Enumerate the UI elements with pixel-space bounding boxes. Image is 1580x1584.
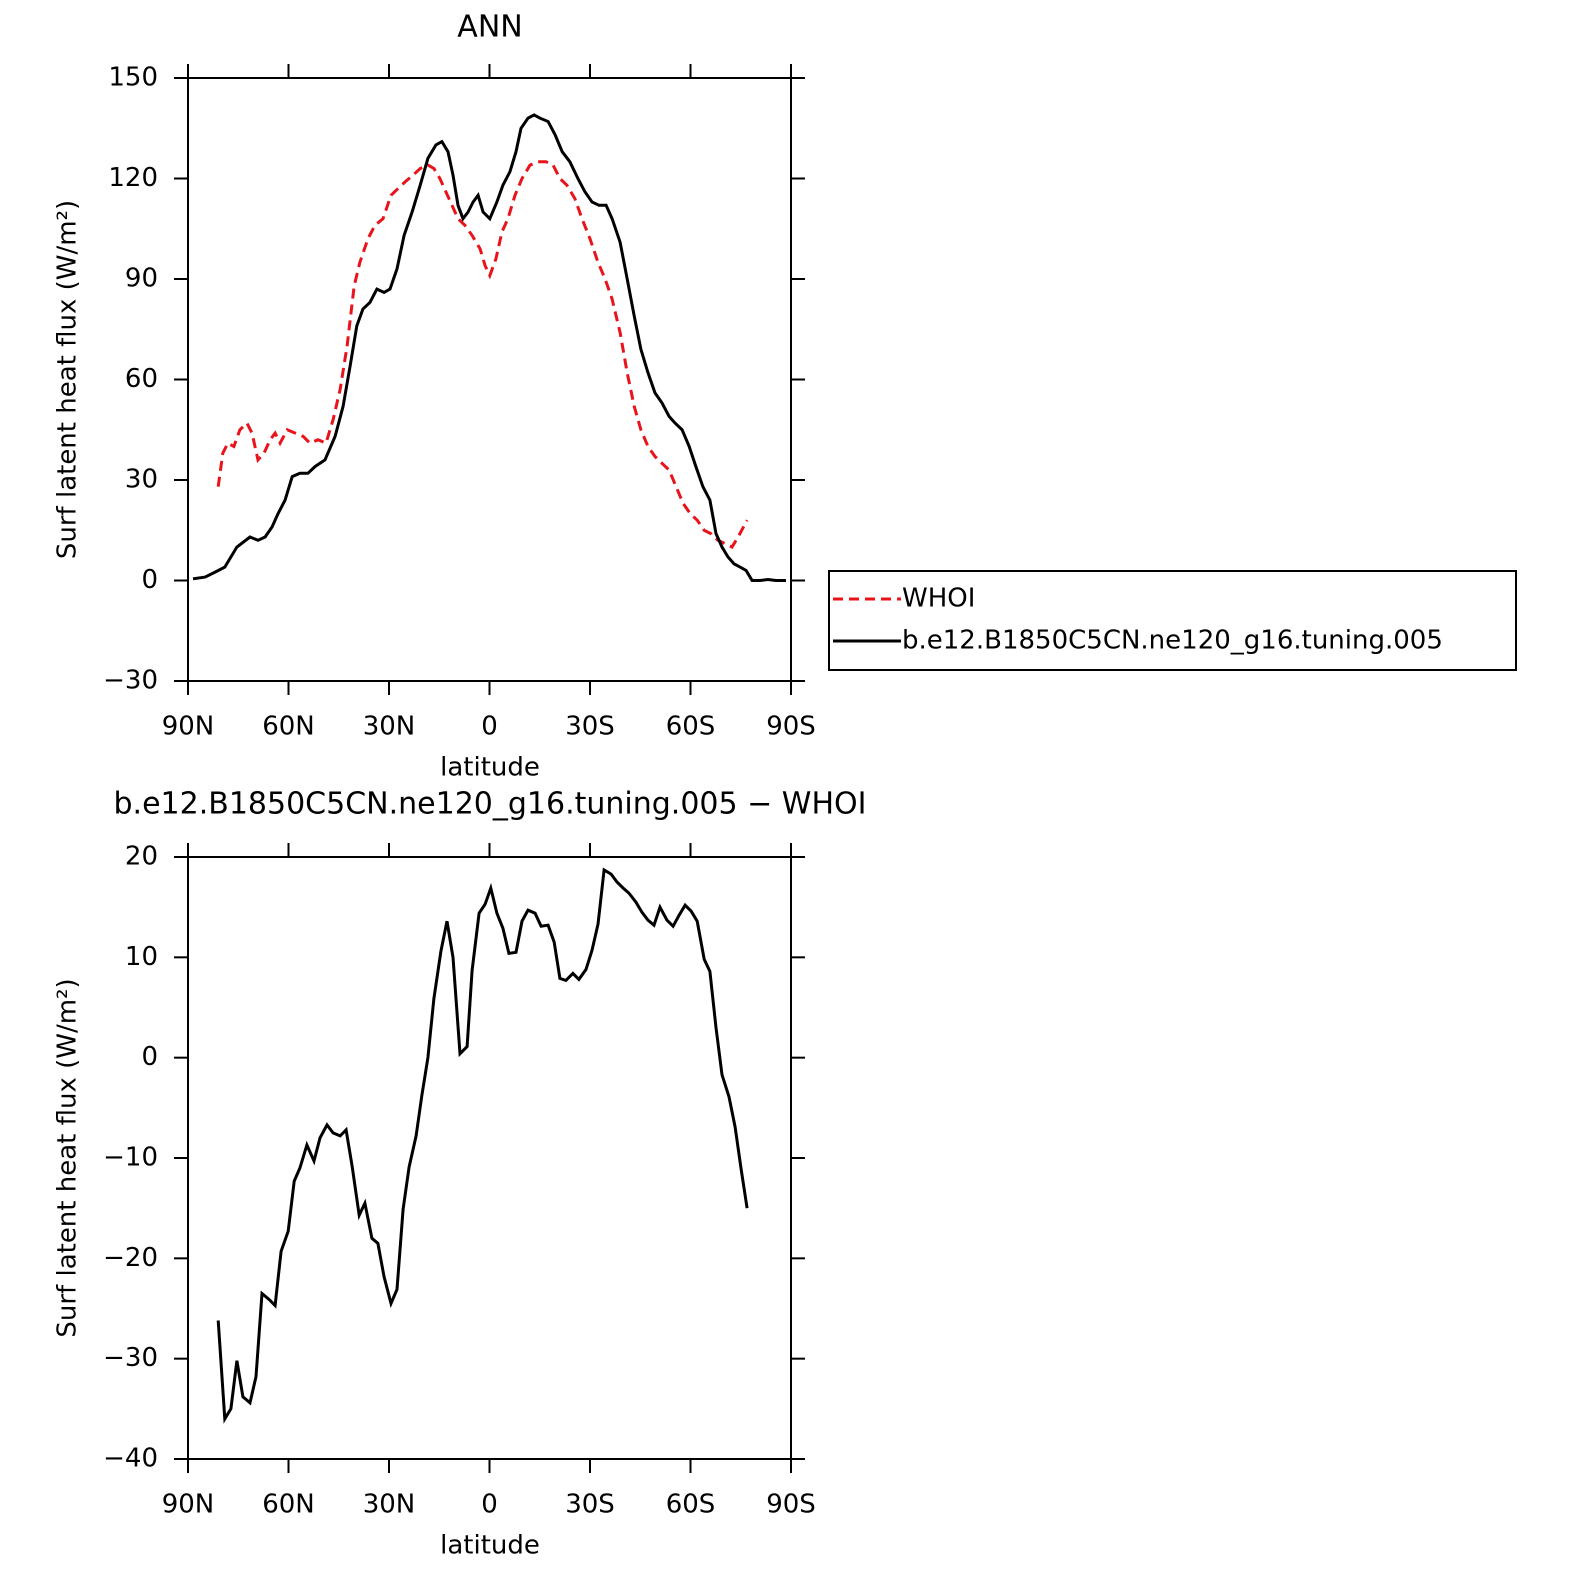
y-axis-label: Surf latent heat flux (W/m²) [53, 200, 83, 559]
x-tick-label: 60S [666, 1490, 716, 1520]
data-line [216, 867, 749, 1424]
x-tick-label: 0 [481, 712, 498, 742]
y-tick-label: 60 [125, 364, 158, 394]
x-tick-label: 30N [363, 712, 416, 742]
x-axis-label: latitude [440, 753, 540, 783]
chart-title: b.e12.B1850C5CN.ne120_g16.tuning.005 − W… [114, 787, 867, 822]
x-tick-label: 90N [162, 1490, 215, 1520]
y-axis-label: Surf latent heat flux (W/m²) [53, 978, 83, 1337]
y-tick-label: −20 [103, 1243, 158, 1273]
chart-title: ANN [457, 10, 522, 45]
x-tick-label: 90N [162, 712, 215, 742]
x-tick-label: 90S [766, 712, 816, 742]
x-tick-label: 90S [766, 1490, 816, 1520]
x-tick-label: 0 [481, 1490, 498, 1520]
y-tick-label: 30 [125, 465, 158, 495]
x-tick-label: 30S [565, 1490, 615, 1520]
x-axis-label: latitude [440, 1531, 540, 1561]
y-tick-label: 10 [125, 942, 158, 972]
y-tick-label: −30 [103, 666, 158, 696]
x-tick-label: 60S [666, 712, 716, 742]
y-tick-label: 150 [108, 63, 158, 93]
y-tick-label: −30 [103, 1343, 158, 1373]
legend-label: b.e12.B1850C5CN.ne120_g16.tuning.005 [902, 626, 1443, 656]
y-tick-label: −10 [103, 1143, 158, 1173]
legend-box [828, 570, 1517, 671]
y-tick-label: 0 [141, 1042, 158, 1072]
data-line [192, 113, 786, 582]
y-tick-label: 120 [108, 163, 158, 193]
x-tick-label: 60N [262, 1490, 315, 1520]
y-tick-label: −40 [103, 1444, 158, 1474]
plot-frame [187, 856, 792, 1460]
data-line [216, 160, 749, 549]
y-tick-label: 20 [125, 842, 158, 872]
x-tick-label: 30N [363, 1490, 416, 1520]
y-tick-label: 0 [141, 565, 158, 595]
x-tick-label: 30S [565, 712, 615, 742]
x-tick-label: 60N [262, 712, 315, 742]
plot-frame [187, 77, 792, 682]
legend-label: WHOI [902, 584, 975, 614]
y-tick-label: 90 [125, 264, 158, 294]
